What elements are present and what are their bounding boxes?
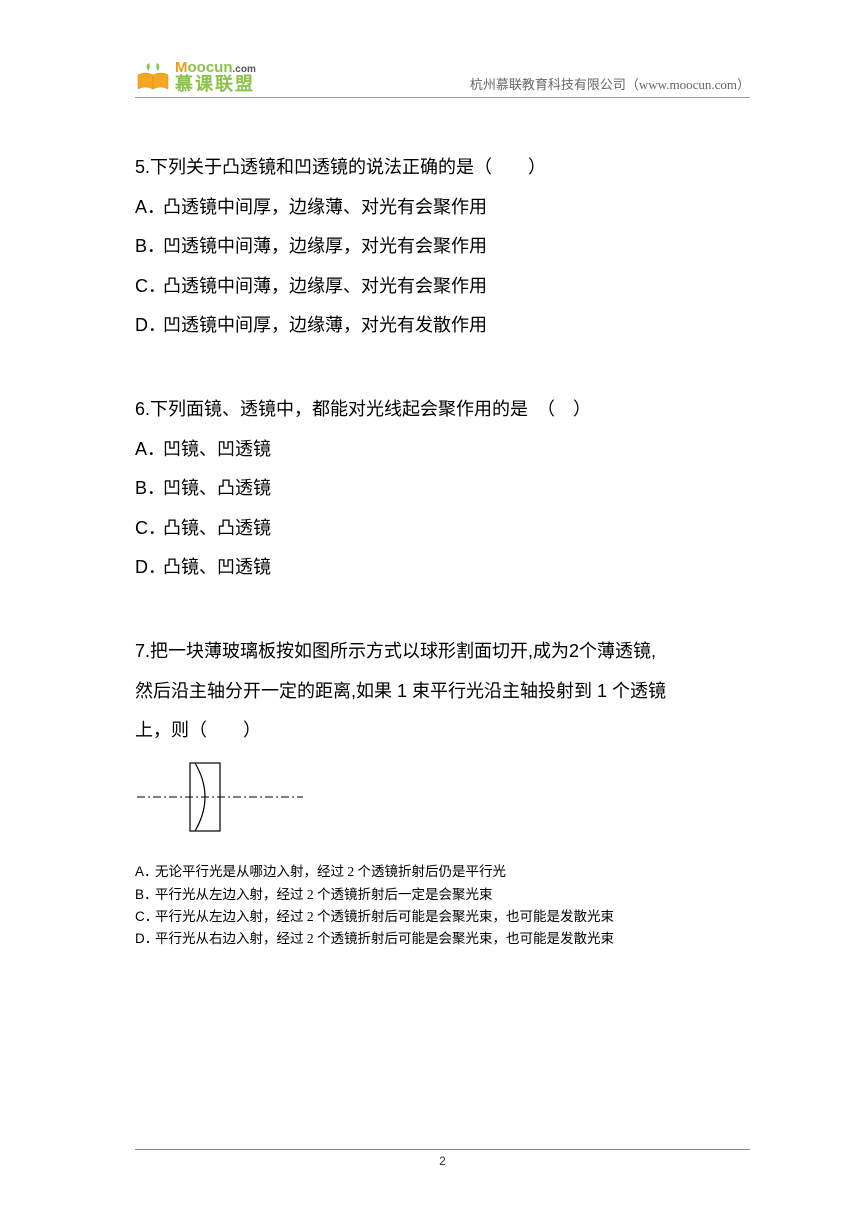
option-text: 凸透镜中间厚，边缘薄、对光有会聚作用 <box>163 197 487 217</box>
option-letter: D． <box>135 928 155 950</box>
option-letter: C． <box>135 906 155 928</box>
option-letter: C． <box>135 509 163 549</box>
q7-stem-line1: 7.把一块薄玻璃板按如图所示方式以球形割面切开,成为2个薄透镜, <box>135 632 750 672</box>
company-name: 杭州慕联教育科技有限公司（www.moocun.com） <box>470 74 750 93</box>
option-text: 凹镜、凹透镜 <box>163 439 271 459</box>
q7-option-d: D．平行光从右边入射，经过 2 个透镜折射后可能是会聚光束，也可能是发散光束 <box>135 928 750 950</box>
q6-stem: 6.下列面镜、透镜中，都能对光线起会聚作用的是 （ ） <box>135 390 750 430</box>
option-letter: B． <box>135 227 163 267</box>
q5-option-a: A．凸透镜中间厚，边缘薄、对光有会聚作用 <box>135 188 750 228</box>
option-text: 平行光从左边入射，经过 2 个透镜折射后一定是会聚光束 <box>155 887 493 902</box>
q6-option-b: B．凹镜、凸透镜 <box>135 469 750 509</box>
page-header: Moocun.com 慕课联盟 杭州慕联教育科技有限公司（www.moocun.… <box>135 60 750 98</box>
option-letter: B． <box>135 884 155 906</box>
option-letter: B． <box>135 469 163 509</box>
q6-option-a: A．凹镜、凹透镜 <box>135 430 750 470</box>
option-letter: A． <box>135 188 163 228</box>
q7-figure <box>135 757 750 852</box>
option-text: 平行光从右边入射，经过 2 个透镜折射后可能是会聚光束，也可能是发散光束 <box>155 931 614 946</box>
q7-small-options: A．无论平行光是从哪边入射，经过 2 个透镜折射后仍是平行光 B．平行光从左边入… <box>135 861 750 950</box>
option-letter: D． <box>135 306 163 346</box>
q5-option-b: B．凹透镜中间薄，边缘厚，对光有会聚作用 <box>135 227 750 267</box>
page-footer: 2 <box>135 1149 750 1168</box>
q7-stem-line2: 然后沿主轴分开一定的距离,如果 1 束平行光沿主轴投射到 1 个透镜 <box>135 672 750 712</box>
q7-option-a: A．无论平行光是从哪边入射，经过 2 个透镜折射后仍是平行光 <box>135 861 750 883</box>
logo-chinese: 慕课联盟 <box>175 75 256 93</box>
option-text: 平行光从左边入射，经过 2 个透镜折射后可能是会聚光束，也可能是发散光束 <box>155 909 614 924</box>
logo: Moocun.com 慕课联盟 <box>135 60 256 93</box>
page-container: Moocun.com 慕课联盟 杭州慕联教育科技有限公司（www.moocun.… <box>0 0 860 990</box>
q5-option-c: C．凸透镜中间薄，边缘厚、对光有会聚作用 <box>135 267 750 307</box>
lens-diagram-icon <box>135 757 305 837</box>
option-letter: C． <box>135 267 163 307</box>
option-letter: D． <box>135 548 163 588</box>
option-letter: A． <box>135 430 163 470</box>
q6-option-c: C．凸镜、凸透镜 <box>135 509 750 549</box>
book-leaf-icon <box>135 61 171 93</box>
page-number: 2 <box>439 1154 446 1168</box>
q7-option-c: C．平行光从左边入射，经过 2 个透镜折射后可能是会聚光束，也可能是发散光束 <box>135 906 750 928</box>
question-7: 7.把一块薄玻璃板按如图所示方式以球形割面切开,成为2个薄透镜, 然后沿主轴分开… <box>135 632 750 950</box>
logo-text: Moocun.com 慕课联盟 <box>175 60 256 93</box>
q6-option-d: D．凸镜、凹透镜 <box>135 548 750 588</box>
q5-option-d: D．凹透镜中间厚，边缘薄，对光有发散作用 <box>135 306 750 346</box>
option-text: 凸镜、凹透镜 <box>163 557 271 577</box>
content-area: 5.下列关于凸透镜和凹透镜的说法正确的是（ ） A．凸透镜中间厚，边缘薄、对光有… <box>135 148 750 950</box>
option-text: 无论平行光是从哪边入射，经过 2 个透镜折射后仍是平行光 <box>155 864 506 879</box>
option-text: 凹透镜中间厚，边缘薄，对光有发散作用 <box>163 315 487 335</box>
option-text: 凸透镜中间薄，边缘厚、对光有会聚作用 <box>163 276 487 296</box>
option-letter: A． <box>135 861 155 883</box>
option-text: 凹透镜中间薄，边缘厚，对光有会聚作用 <box>163 236 487 256</box>
question-5: 5.下列关于凸透镜和凹透镜的说法正确的是（ ） A．凸透镜中间厚，边缘薄、对光有… <box>135 148 750 346</box>
option-text: 凸镜、凸透镜 <box>163 518 271 538</box>
question-6: 6.下列面镜、透镜中，都能对光线起会聚作用的是 （ ） A．凹镜、凹透镜 B．凹… <box>135 390 750 588</box>
q7-option-b: B．平行光从左边入射，经过 2 个透镜折射后一定是会聚光束 <box>135 884 750 906</box>
q5-stem: 5.下列关于凸透镜和凹透镜的说法正确的是（ ） <box>135 148 750 188</box>
logo-top-line: Moocun.com <box>175 60 256 75</box>
q7-stem-line3: 上，则（ ） <box>135 711 750 751</box>
option-text: 凹镜、凸透镜 <box>163 478 271 498</box>
